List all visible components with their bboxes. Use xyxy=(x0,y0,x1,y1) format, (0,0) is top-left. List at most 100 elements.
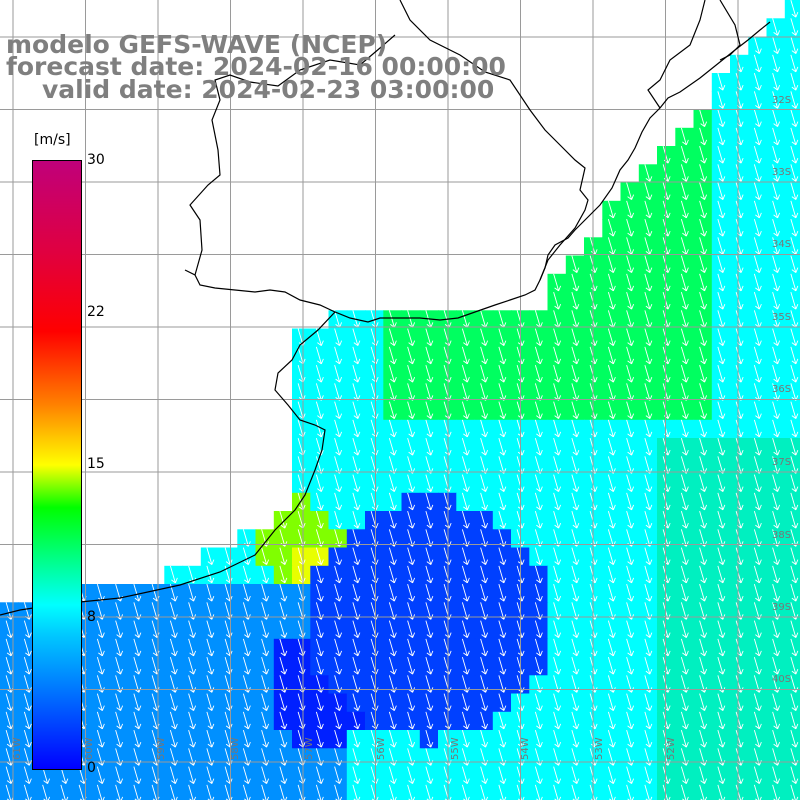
speed-cell xyxy=(164,766,184,786)
speed-cell xyxy=(310,638,330,658)
speed-cell xyxy=(657,693,676,713)
speed-cell xyxy=(638,584,658,603)
speed-cell xyxy=(748,602,768,622)
wind-arrow xyxy=(480,401,489,419)
speed-cell xyxy=(693,730,713,749)
wind-arrow xyxy=(133,711,142,730)
speed-cell xyxy=(237,638,257,658)
wind-arrow xyxy=(753,200,762,219)
wind-arrow xyxy=(772,364,781,383)
wind-arrow xyxy=(553,419,562,438)
speed-cell xyxy=(529,419,549,439)
wind-arrow xyxy=(753,328,762,346)
wind-arrow xyxy=(571,328,580,346)
speed-cell xyxy=(365,511,384,530)
wind-arrow xyxy=(571,474,580,492)
speed-cell xyxy=(547,565,567,585)
wind-arrow xyxy=(626,565,635,584)
wind-arrow xyxy=(498,547,507,565)
speed-cell xyxy=(401,620,421,640)
speed-cell xyxy=(565,346,585,366)
wind-arrow xyxy=(772,72,781,91)
wind-arrow xyxy=(242,583,251,602)
wind-arrow xyxy=(753,638,762,657)
speed-cell xyxy=(711,91,731,111)
speed-cell xyxy=(419,584,439,603)
wind-arrow xyxy=(115,766,124,784)
wind-arrow xyxy=(717,748,726,766)
wind-arrow xyxy=(206,583,215,602)
speed-cell xyxy=(638,565,658,585)
wind-arrow xyxy=(315,748,324,766)
speed-cell xyxy=(346,657,366,676)
wind-arrow xyxy=(315,401,324,419)
speed-cell xyxy=(693,383,713,403)
speed-cell xyxy=(748,456,768,476)
speed-cell xyxy=(748,310,768,330)
speed-cell xyxy=(711,419,731,439)
speed-cell xyxy=(638,456,658,476)
wind-arrow xyxy=(169,656,178,675)
speed-cell xyxy=(620,182,640,202)
speed-cell xyxy=(474,547,494,567)
speed-cell xyxy=(529,730,549,749)
speed-cell xyxy=(565,383,585,403)
speed-cell xyxy=(693,182,713,202)
wind-arrow xyxy=(480,784,489,800)
speed-cell xyxy=(164,565,184,585)
speed-cell xyxy=(675,328,695,348)
wind-arrow xyxy=(607,401,616,419)
speed-cell xyxy=(237,711,257,731)
wind-arrow xyxy=(334,492,343,511)
wind-arrow xyxy=(790,0,799,18)
speed-cell xyxy=(456,766,476,786)
speed-cell xyxy=(730,584,749,603)
speed-cell xyxy=(492,766,512,786)
speed-cell xyxy=(292,365,311,384)
speed-cell xyxy=(419,565,439,585)
speed-cell xyxy=(492,401,512,421)
speed-cell xyxy=(383,565,403,585)
speed-cell xyxy=(730,54,749,74)
speed-cell xyxy=(419,638,439,658)
speed-cell xyxy=(109,657,129,676)
wind-arrow xyxy=(753,164,762,182)
wind-arrow xyxy=(480,766,489,784)
speed-cell xyxy=(711,529,731,549)
speed-cell xyxy=(182,620,202,640)
speed-cell xyxy=(292,565,311,585)
speed-cell xyxy=(748,383,768,403)
speed-cell xyxy=(219,547,238,567)
wind-arrow xyxy=(534,419,543,438)
speed-cell xyxy=(310,657,330,676)
wind-arrow xyxy=(498,620,507,638)
wind-arrow xyxy=(388,328,397,346)
wind-arrow xyxy=(626,638,635,657)
wind-arrow xyxy=(261,693,270,711)
wind-arrow xyxy=(425,437,434,456)
wind-arrow xyxy=(115,729,124,748)
wind-arrow xyxy=(388,729,397,748)
wind-arrow xyxy=(315,693,324,711)
speed-cell xyxy=(383,365,403,384)
wind-arrow xyxy=(480,638,489,657)
speed-cell xyxy=(547,383,567,403)
wind-arrow xyxy=(644,437,653,456)
speed-cell xyxy=(91,730,111,749)
wind-arrow xyxy=(498,346,507,365)
wind-arrow xyxy=(753,656,762,675)
wind-arrow xyxy=(279,656,288,675)
wind-arrow xyxy=(334,748,343,766)
speed-cell xyxy=(547,310,567,330)
speed-cell xyxy=(693,328,713,348)
speed-cell xyxy=(620,547,640,567)
speed-cell xyxy=(200,638,220,658)
wind-arrow xyxy=(717,638,726,657)
wind-arrow xyxy=(753,565,762,584)
wind-arrow xyxy=(407,784,416,800)
wind-arrow xyxy=(407,492,416,511)
speed-cell xyxy=(620,529,640,549)
wind-arrow xyxy=(790,36,799,54)
speed-cell xyxy=(711,638,731,658)
